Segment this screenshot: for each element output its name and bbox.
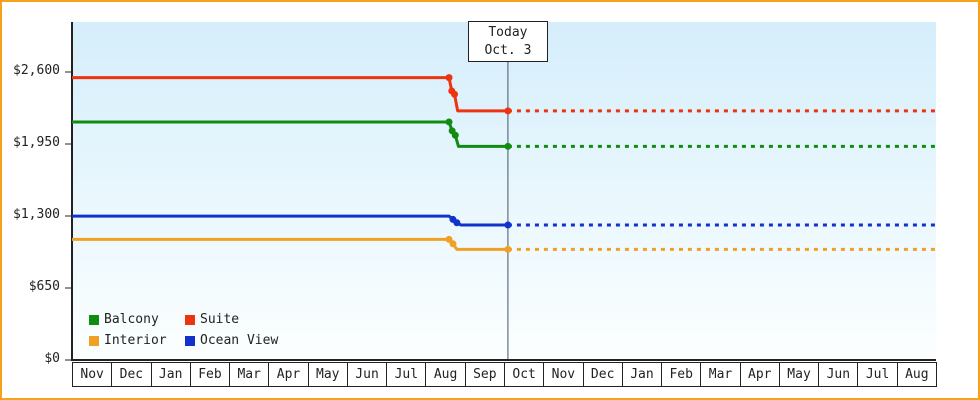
x-axis-month-label: Apr <box>268 362 309 387</box>
legend: Balcony Suite Interior Ocean View <box>89 312 278 348</box>
x-axis-month-label: Jan <box>150 362 191 387</box>
series-marker-balcony <box>445 118 453 126</box>
y-axis-label: $650 <box>28 279 60 294</box>
series-marker-balcony <box>451 131 459 139</box>
x-axis-month-label: Oct <box>504 362 545 387</box>
legend-swatch <box>89 314 99 325</box>
series-marker-suite <box>451 90 459 98</box>
x-axis-month-label: Feb <box>189 362 231 387</box>
plot-background <box>72 22 936 360</box>
legend-item-suite: Suite <box>185 312 278 327</box>
x-axis-month-label: Jan <box>621 362 663 387</box>
x-axis-month-label: May <box>778 362 820 387</box>
today-marker-box: Today Oct. 3 <box>467 21 548 62</box>
series-marker-suite <box>504 107 512 115</box>
legend-label: Suite <box>200 312 240 327</box>
series-marker-ocean-view <box>504 221 512 229</box>
y-axis-label: $1,950 <box>13 135 60 150</box>
x-axis-month-label: Jun <box>818 362 859 387</box>
series-marker-interior <box>504 245 512 253</box>
legend-item-interior: Interior <box>89 333 185 348</box>
series-marker-interior <box>449 240 457 248</box>
x-axis-month-label: Aug <box>896 362 937 387</box>
legend-swatch <box>185 335 195 346</box>
x-axis-month-label: Mar <box>229 362 270 387</box>
y-axis-label: $0 <box>44 351 60 366</box>
x-axis-month-label: Nov <box>543 362 584 387</box>
series-marker-ocean-view <box>453 219 461 227</box>
legend-swatch <box>89 335 99 346</box>
x-axis-month-label: Jun <box>346 362 388 387</box>
legend-label: Interior <box>104 333 167 348</box>
today-label: Today <box>488 24 528 40</box>
x-axis-month-label: Mar <box>700 362 741 387</box>
y-axis-label: $2,600 <box>13 63 60 78</box>
today-date: Oct. 3 <box>484 42 532 58</box>
legend-label: Ocean View <box>200 333 279 348</box>
y-axis-label: $1,300 <box>13 207 60 222</box>
x-axis-month-label: Jul <box>857 362 898 387</box>
legend-item-ocean-view: Ocean View <box>185 333 278 348</box>
legend-label: Balcony <box>104 312 159 327</box>
x-axis-month-label: Jul <box>386 362 427 387</box>
x-axis-month-label: Sep <box>464 362 505 387</box>
legend-item-balcony: Balcony <box>89 312 185 327</box>
legend-swatch <box>185 314 195 325</box>
x-axis-month-label: May <box>307 362 348 387</box>
x-axis-month-label: Aug <box>425 362 466 387</box>
series-marker-suite <box>445 74 453 82</box>
x-axis-month-label: Feb <box>661 362 702 387</box>
x-axis-month-label: Dec <box>111 362 152 387</box>
series-marker-balcony <box>504 142 512 150</box>
x-axis-month-label: Nov <box>72 362 113 387</box>
x-axis-month-label: Apr <box>739 362 780 387</box>
x-axis-month-label: Dec <box>582 362 623 387</box>
